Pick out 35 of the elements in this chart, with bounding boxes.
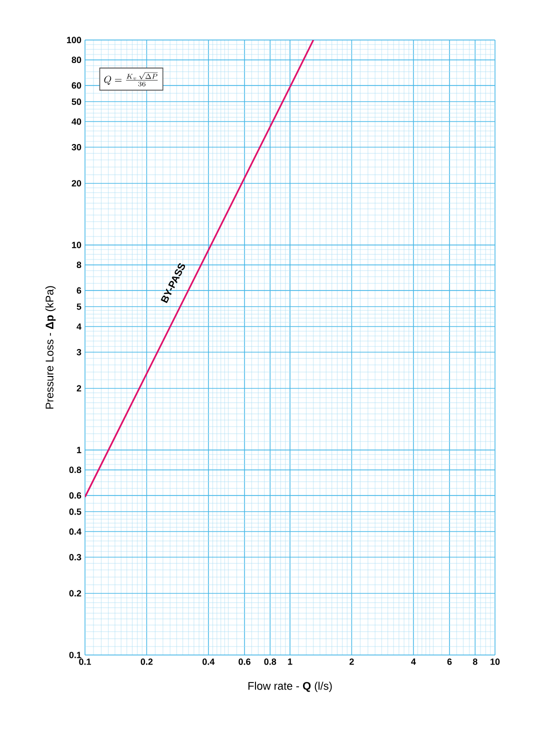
x-tick-label: 10: [490, 658, 500, 665]
y-tick-label: 4: [76, 323, 82, 330]
y-tick-label: 6: [76, 287, 82, 294]
y-tick-label: 0.2: [69, 590, 82, 596]
y-tick-label: 0.5: [69, 508, 82, 515]
y-tick-label: 5: [76, 304, 82, 310]
y-tick-label: 30: [72, 144, 82, 150]
x-tick-label: 0.2: [140, 658, 153, 665]
y-tick-label: 20: [72, 180, 82, 186]
y-tick-label: 3: [76, 349, 82, 356]
y-tick-label: 8: [76, 262, 82, 268]
y-tick-label: 0.1: [69, 652, 82, 658]
x-tick-label: 2: [350, 658, 354, 665]
x-axis-title: Flow rate - Q (l/s): [248, 682, 332, 692]
y-tick-label: 80: [72, 56, 82, 64]
y-tick-label: 40: [72, 118, 82, 125]
y-axis-title: Pressure Loss - Δp (kPa): [45, 286, 56, 409]
y-tick-label: 1: [77, 446, 82, 454]
x-tick-label: 0.8: [264, 658, 276, 665]
x-tick-label: 6: [447, 658, 452, 665]
y-tick-label: 50: [72, 98, 82, 105]
y-tick-label: 2: [76, 385, 82, 392]
x-tick-label: 4: [411, 658, 416, 665]
x-tick-label: 1: [288, 658, 292, 665]
y-tick-label: 0.6: [69, 492, 82, 499]
annotation: $Q = \frac{K_{v}\,\sqrt{\Delta P}}{36}$: [104, 72, 158, 86]
x-tick-label: 0.4: [202, 658, 215, 665]
x-tick-label: 0.6: [238, 658, 250, 665]
y-tick-label: 0.3: [69, 554, 82, 560]
x-tick-label: 8: [472, 658, 478, 665]
y-tick-label: 60: [72, 82, 82, 89]
y-tick-label: 10: [72, 242, 82, 248]
y-tick-label: 100: [67, 36, 82, 44]
y-tick-label: 0.4: [69, 528, 82, 535]
y-tick-label: 0.8: [69, 466, 82, 474]
